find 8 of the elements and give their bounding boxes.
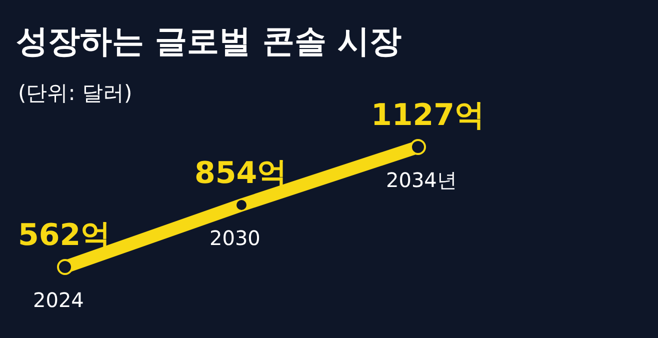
x-tick-label: 2034년: [386, 168, 457, 192]
x-tick-label: 2024: [33, 288, 84, 312]
chart-title: 성장하는 글로벌 콘솔 시장: [16, 22, 402, 60]
data-label: 1127억: [371, 98, 484, 133]
x-tick-label: 2030: [210, 226, 260, 250]
chart-subtitle: (단위: 달러): [18, 81, 132, 105]
data-label: 562억: [18, 218, 111, 253]
data-label: 854억: [194, 156, 288, 191]
